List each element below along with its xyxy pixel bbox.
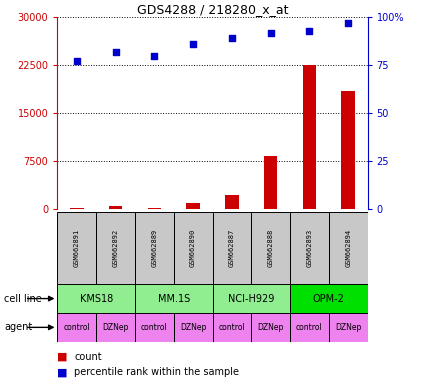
Title: GDS4288 / 218280_x_at: GDS4288 / 218280_x_at [137,3,288,16]
Text: DZNep: DZNep [180,323,206,332]
Text: agent: agent [4,322,32,333]
Text: GSM662889: GSM662889 [151,229,157,267]
Bar [341,91,355,209]
Point [306,28,313,34]
Text: GSM662887: GSM662887 [229,229,235,267]
Text: DZNep: DZNep [335,323,361,332]
Bar [109,207,122,209]
Point [74,58,80,65]
Text: cell line: cell line [4,293,42,304]
Text: GSM662891: GSM662891 [74,229,80,267]
Text: NCI-H929: NCI-H929 [228,293,275,304]
Point [112,49,119,55]
Bar [174,313,212,342]
Bar [57,284,135,313]
Text: GSM662892: GSM662892 [113,229,119,267]
Text: ■: ■ [57,367,68,377]
Bar [147,208,161,209]
Text: percentile rank within the sample: percentile rank within the sample [74,367,239,377]
Bar [212,212,251,284]
Bar [174,212,212,284]
Text: MM.1S: MM.1S [158,293,190,304]
Text: KMS18: KMS18 [79,293,113,304]
Bar [329,212,368,284]
Bar [96,313,135,342]
Bar [186,203,200,209]
Bar [290,313,329,342]
Text: DZNep: DZNep [102,323,129,332]
Bar [57,212,96,284]
Bar [251,212,290,284]
Text: count: count [74,352,102,362]
Bar [135,212,174,284]
Bar [135,284,212,313]
Text: GSM662888: GSM662888 [268,229,274,267]
Text: DZNep: DZNep [258,323,284,332]
Bar [135,313,174,342]
Text: control: control [141,323,168,332]
Text: control: control [296,323,323,332]
Bar [329,313,368,342]
Bar [225,195,239,209]
Bar [290,212,329,284]
Bar [303,65,316,209]
Point [267,30,274,36]
Text: OPM-2: OPM-2 [313,293,345,304]
Text: GSM662890: GSM662890 [190,229,196,267]
Bar [251,313,290,342]
Bar [290,284,368,313]
Text: control: control [63,323,90,332]
Bar [96,212,135,284]
Text: ■: ■ [57,352,68,362]
Bar [212,313,251,342]
Text: control: control [218,323,245,332]
Text: GSM662894: GSM662894 [345,229,351,267]
Bar [212,284,290,313]
Point [151,53,158,59]
Point [229,35,235,41]
Text: GSM662893: GSM662893 [306,229,312,267]
Bar [264,156,278,209]
Point [345,20,351,26]
Point [190,41,196,47]
Bar [57,313,96,342]
